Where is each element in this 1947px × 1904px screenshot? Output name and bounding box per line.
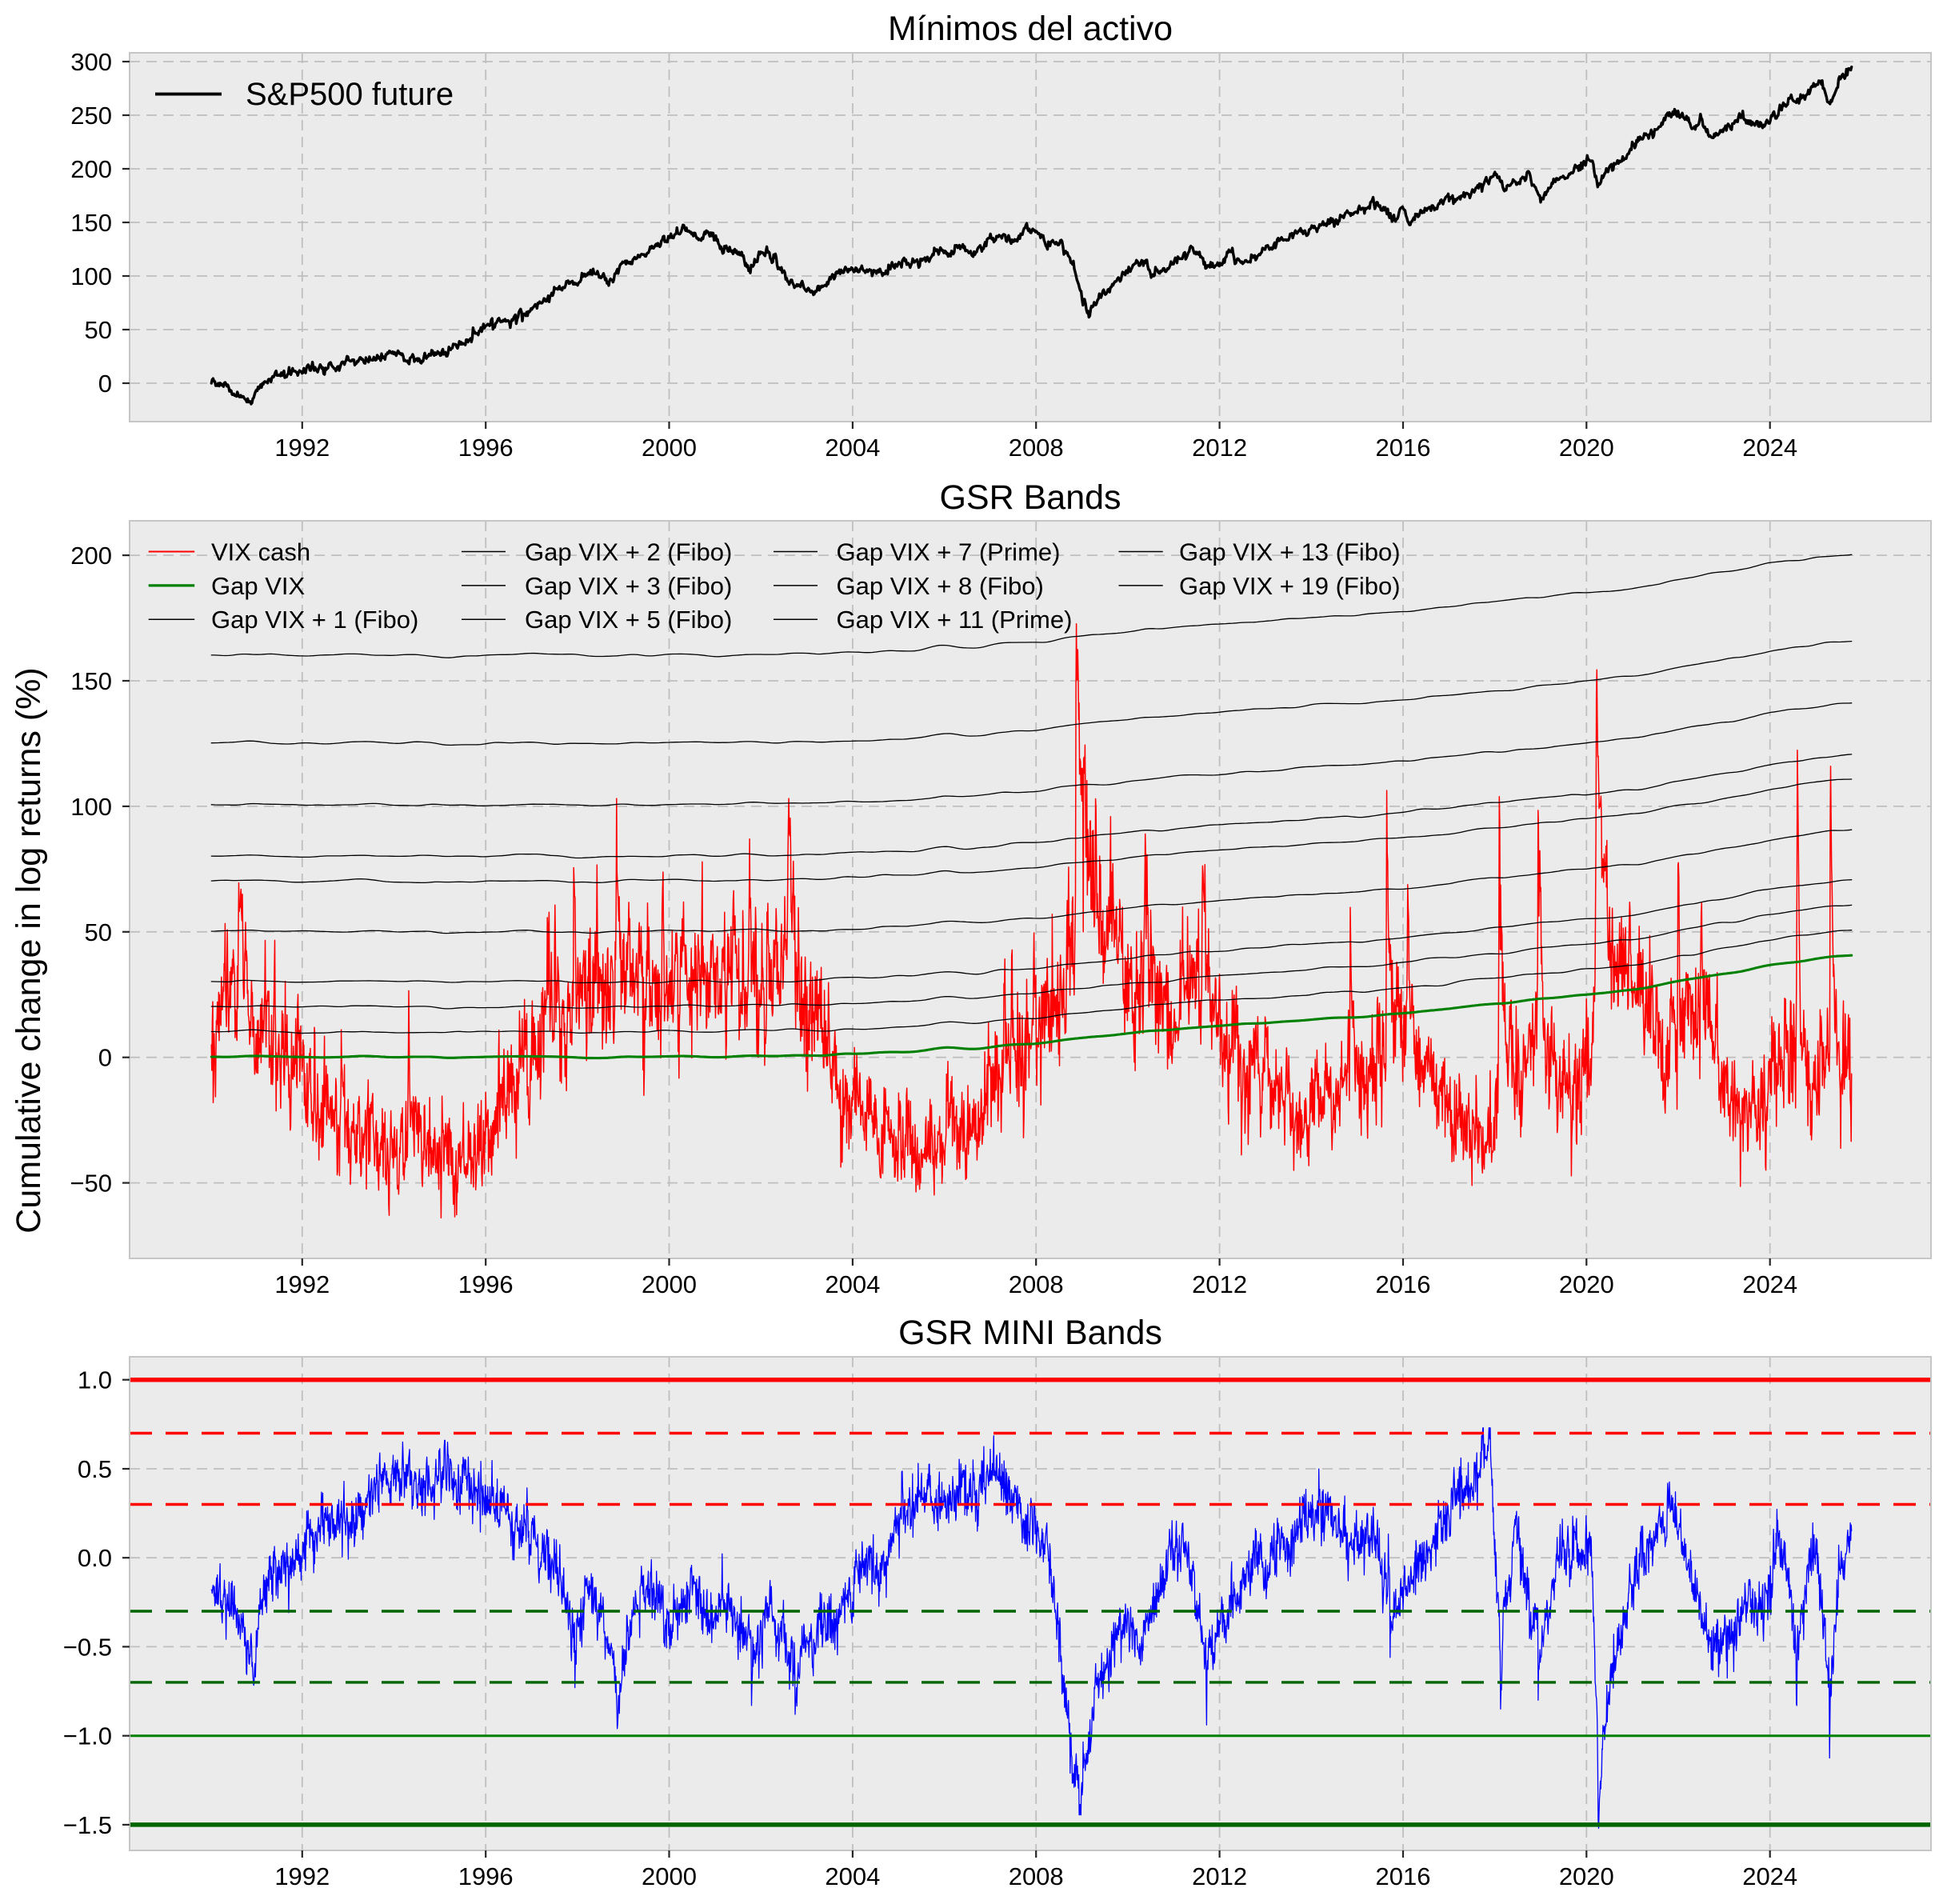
svg-text:−1.5: −1.5	[63, 1811, 112, 1839]
svg-text:2004: 2004	[825, 434, 880, 462]
svg-text:2016: 2016	[1376, 1862, 1431, 1890]
svg-text:Gap VIX + 3 (Fibo): Gap VIX + 3 (Fibo)	[525, 572, 732, 600]
svg-text:50: 50	[85, 918, 112, 946]
svg-text:150: 150	[70, 667, 112, 695]
svg-text:100: 100	[70, 793, 112, 821]
svg-text:−0.5: −0.5	[63, 1633, 112, 1661]
svg-text:Mínimos del activo: Mínimos del activo	[888, 10, 1173, 48]
svg-text:2008: 2008	[1009, 1862, 1064, 1890]
svg-text:150: 150	[70, 209, 112, 237]
svg-text:2016: 2016	[1376, 1270, 1431, 1298]
svg-text:2016: 2016	[1376, 434, 1431, 462]
svg-text:1.0: 1.0	[78, 1366, 112, 1394]
svg-text:2012: 2012	[1192, 434, 1247, 462]
svg-text:50: 50	[85, 316, 112, 344]
svg-text:GSR Bands: GSR Bands	[939, 478, 1121, 517]
svg-text:2000: 2000	[642, 1862, 697, 1890]
svg-text:1992: 1992	[274, 1862, 330, 1890]
svg-text:2020: 2020	[1559, 1862, 1614, 1890]
svg-text:2000: 2000	[642, 1270, 697, 1298]
svg-text:2008: 2008	[1009, 434, 1064, 462]
svg-text:−50: −50	[70, 1170, 112, 1198]
svg-text:Gap VIX + 11 (Prime): Gap VIX + 11 (Prime)	[837, 606, 1073, 634]
svg-text:2004: 2004	[825, 1862, 880, 1890]
svg-text:Gap VIX + 13 (Fibo): Gap VIX + 13 (Fibo)	[1179, 538, 1401, 566]
svg-text:1992: 1992	[274, 1270, 330, 1298]
svg-text:100: 100	[70, 262, 112, 290]
svg-text:2024: 2024	[1742, 1270, 1797, 1298]
svg-text:0: 0	[98, 1044, 112, 1072]
svg-text:1996: 1996	[458, 434, 514, 462]
svg-text:2012: 2012	[1192, 1270, 1247, 1298]
svg-text:2012: 2012	[1192, 1862, 1247, 1890]
svg-text:1992: 1992	[274, 434, 330, 462]
svg-text:2008: 2008	[1009, 1270, 1064, 1298]
svg-text:2020: 2020	[1559, 1270, 1614, 1298]
svg-text:200: 200	[70, 155, 112, 183]
svg-text:GSR MINI Bands: GSR MINI Bands	[898, 1314, 1162, 1352]
svg-text:300: 300	[70, 48, 112, 76]
svg-text:Gap VIX + 8 (Fibo): Gap VIX + 8 (Fibo)	[837, 572, 1044, 600]
svg-text:VIX cash: VIX cash	[211, 538, 310, 566]
svg-text:1996: 1996	[458, 1270, 514, 1298]
svg-text:2020: 2020	[1559, 434, 1614, 462]
svg-text:200: 200	[70, 542, 112, 570]
svg-text:Gap VIX + 5 (Fibo): Gap VIX + 5 (Fibo)	[525, 606, 732, 634]
svg-text:2000: 2000	[642, 434, 697, 462]
svg-text:Gap VIX + 1 (Fibo): Gap VIX + 1 (Fibo)	[211, 606, 418, 634]
svg-text:S&P500 future: S&P500 future	[246, 77, 454, 112]
svg-text:Gap VIX + 7 (Prime): Gap VIX + 7 (Prime)	[837, 538, 1061, 566]
svg-text:2004: 2004	[825, 1270, 880, 1298]
svg-text:Cumulative change in log retur: Cumulative change in log returns (%)	[10, 667, 48, 1233]
svg-text:Gap VIX + 2 (Fibo): Gap VIX + 2 (Fibo)	[525, 538, 732, 566]
svg-text:250: 250	[70, 102, 112, 130]
svg-text:−1.0: −1.0	[63, 1722, 112, 1750]
svg-text:0: 0	[98, 370, 112, 398]
svg-text:0.5: 0.5	[78, 1455, 112, 1483]
svg-text:0.0: 0.0	[78, 1544, 112, 1572]
svg-text:Gap VIX + 19 (Fibo): Gap VIX + 19 (Fibo)	[1179, 572, 1401, 600]
svg-text:2024: 2024	[1742, 1862, 1797, 1890]
svg-text:Gap VIX: Gap VIX	[211, 572, 305, 600]
svg-text:2024: 2024	[1742, 434, 1797, 462]
svg-text:1996: 1996	[458, 1862, 514, 1890]
